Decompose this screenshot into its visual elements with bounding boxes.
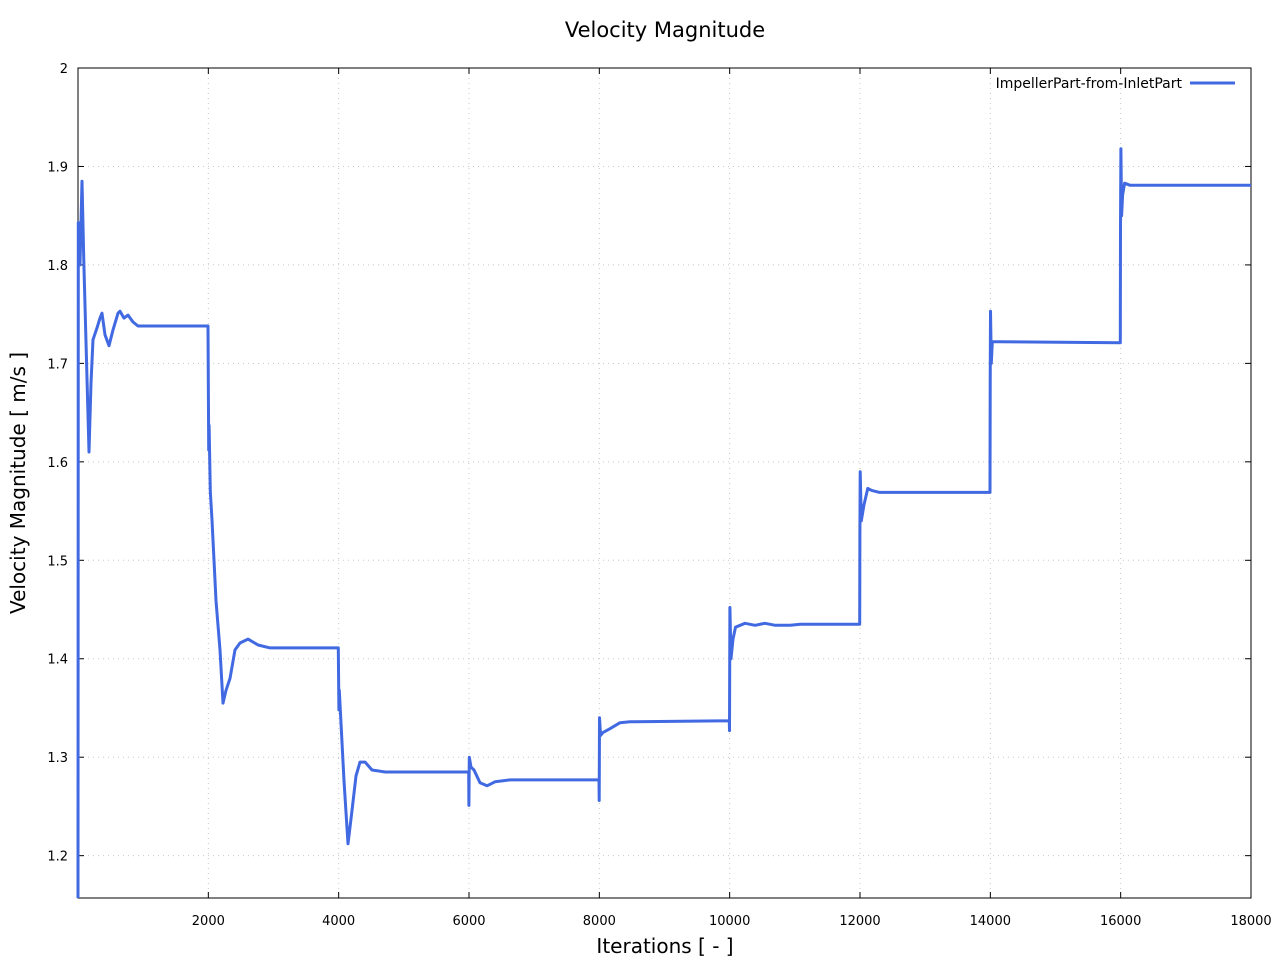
plot-frame	[77, 67, 1252, 899]
y-tick-label: 1.2	[47, 850, 68, 865]
x-axis-label: Iterations [ - ]	[596, 934, 733, 958]
chart-title: Velocity Magnitude	[565, 18, 765, 42]
grid	[78, 68, 1251, 898]
x-tick-label: 2000	[192, 914, 225, 929]
x-tick-label: 16000	[1100, 914, 1141, 929]
legend: ImpellerPart-from-InletPart	[996, 76, 1235, 92]
y-tick-label: 1.5	[47, 554, 68, 569]
x-tick-label: 4000	[322, 914, 355, 929]
y-tick-label: 1.3	[47, 751, 68, 766]
x-tick-label: 18000	[1230, 914, 1271, 929]
x-tick-label: 12000	[839, 914, 880, 929]
y-tick-label: 2	[60, 62, 68, 77]
y-tick-label: 1.6	[47, 456, 68, 471]
series-layer	[76, 147, 1251, 899]
y-tick-label: 1.7	[47, 357, 68, 372]
ticks: 2000 4000 6000 8000 10000 12000 14000 16000 1800…	[47, 62, 1271, 929]
y-tick-label: 1.4	[47, 653, 68, 668]
x-tick-label: 6000	[452, 914, 485, 929]
x-tick-label: 10000	[709, 914, 750, 929]
y-tick-label: 1.9	[47, 160, 68, 175]
y-tick-label: 1.8	[47, 259, 68, 274]
y-axis-label: Velocity Magnitude [ m/s ]	[6, 352, 30, 614]
series-line-impeller-from-inlet	[76, 147, 1251, 899]
x-tick-label: 8000	[583, 914, 616, 929]
legend-label: ImpellerPart-from-InletPart	[996, 76, 1183, 92]
x-tick-label: 14000	[970, 914, 1011, 929]
